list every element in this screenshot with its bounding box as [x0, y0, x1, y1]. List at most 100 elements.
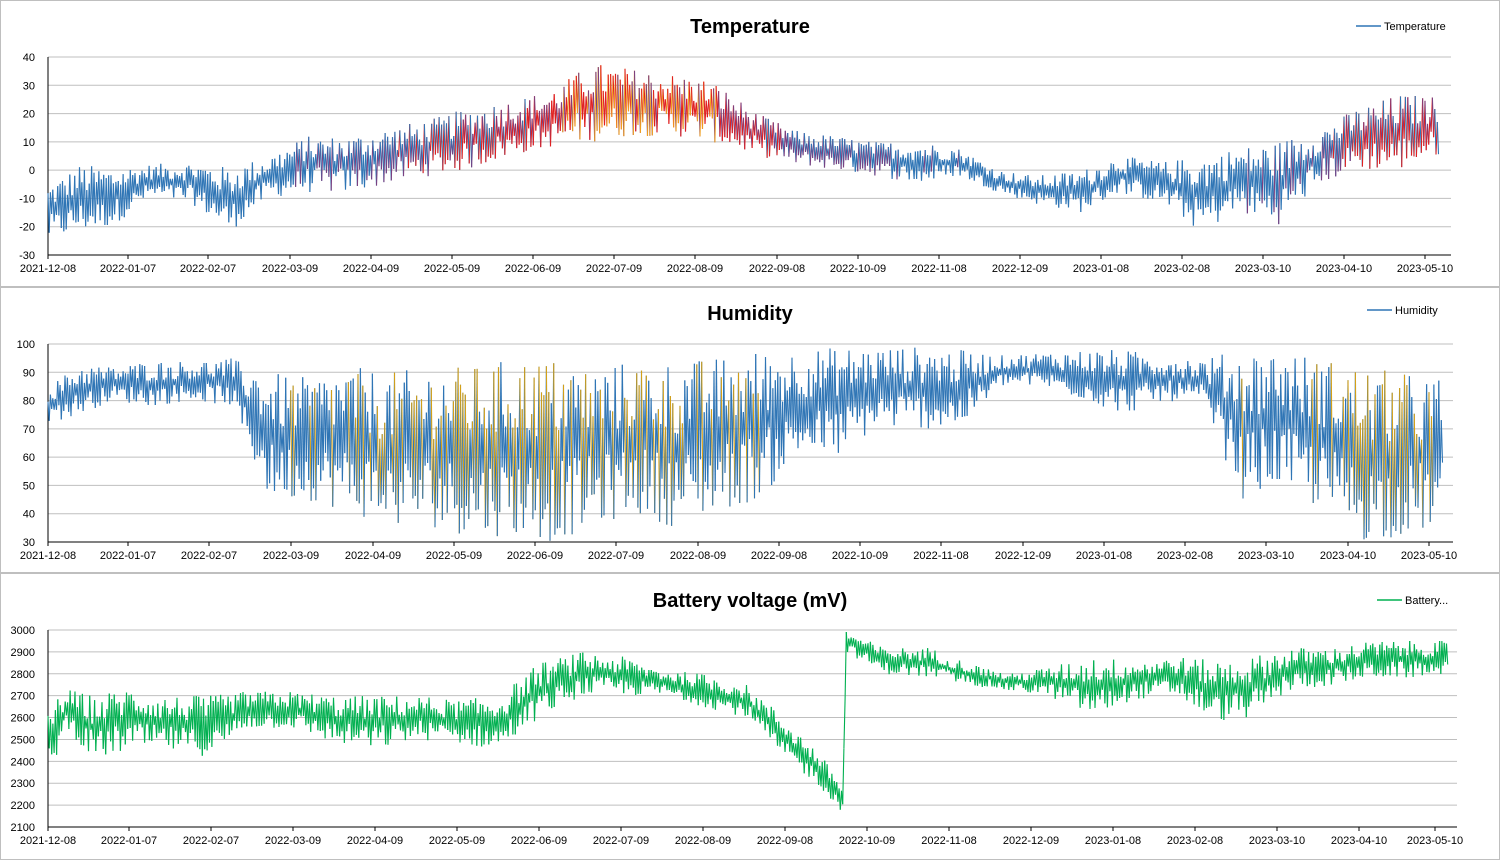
series-segment [270, 393, 273, 445]
series-segment [614, 367, 617, 465]
series-segment [585, 374, 588, 498]
y-tick-label: -20 [19, 222, 35, 234]
series-segment [1339, 652, 1342, 672]
series-segment [230, 358, 233, 402]
series-segment [65, 194, 68, 230]
series-segment [286, 407, 289, 490]
series-segment [612, 661, 615, 687]
series-segment [1407, 376, 1410, 529]
series-segment [773, 710, 776, 734]
series-segment [246, 706, 249, 727]
series-segment [559, 418, 562, 528]
series-segment [996, 676, 999, 688]
series-segment [1080, 177, 1083, 213]
series-segment [1166, 365, 1170, 393]
series-segment [1036, 179, 1039, 204]
x-tick-label: 2022-11-08 [921, 835, 976, 847]
x-tick-label: 2022-07-09 [593, 835, 649, 847]
series-segment [1094, 677, 1097, 708]
series-segment [1260, 367, 1264, 429]
grid [48, 56, 1451, 256]
chart-title: Battery voltage (mV) [653, 590, 848, 612]
series-segment [1307, 416, 1311, 482]
series-segment [755, 697, 759, 717]
series-segment [1020, 355, 1023, 377]
series-segment [1361, 649, 1365, 677]
series-segment [1099, 679, 1102, 700]
series-segment [214, 363, 217, 404]
chart-title: Temperature [690, 16, 810, 38]
series-segment [842, 748, 845, 805]
series-segment [586, 426, 589, 498]
x-tick-label: 2022-05-09 [429, 835, 485, 847]
series-segment [1189, 366, 1193, 392]
series-segment [783, 377, 786, 465]
x-tick-label: 2023-01-08 [1076, 550, 1132, 562]
y-axis: 40 30 20 10 0 -10 -20 -30 [19, 52, 49, 262]
series-segment [642, 400, 645, 492]
series-segment [946, 661, 950, 671]
series-segment [624, 659, 627, 682]
series-segment [1021, 673, 1024, 688]
series-segment [304, 151, 307, 183]
series-segment [1232, 168, 1235, 209]
series-segment [920, 382, 923, 428]
series-segment [1177, 160, 1180, 200]
series-segment [1048, 668, 1051, 685]
series-line [47, 65, 1440, 233]
legend-label: Battery... [1405, 595, 1448, 607]
series-segment [1002, 368, 1005, 386]
series-segment [1354, 657, 1358, 677]
series-segment [751, 120, 754, 149]
series-segment [1280, 175, 1283, 210]
legend-label: Temperature [1384, 21, 1446, 33]
series-segment [134, 173, 137, 195]
series-segment [989, 356, 992, 384]
x-tick-label: 2022-03-09 [265, 835, 321, 847]
series-segment [844, 367, 848, 440]
y-tick-label: 2600 [11, 713, 35, 725]
series-segment [277, 374, 281, 480]
series-segment [152, 705, 155, 725]
series-segment [48, 192, 51, 233]
x-tick-label: 2022-04-09 [343, 263, 399, 275]
series-segment [589, 93, 592, 140]
series-segment [1090, 184, 1093, 206]
series-segment [344, 155, 348, 190]
series-segment [533, 684, 537, 722]
series-segment [430, 387, 434, 504]
series-segment [487, 410, 490, 527]
series-segment [803, 133, 807, 152]
series-segment [1421, 654, 1425, 676]
y-axis: 100 90 80 70 60 50 40 30 [17, 339, 49, 549]
series-segment [738, 690, 741, 704]
series-segment [982, 354, 985, 390]
y-tick-label: 50 [23, 480, 35, 492]
series-segment [1396, 123, 1399, 156]
series-segment [1244, 386, 1248, 477]
series-segment [715, 359, 719, 470]
x-tick-label: 2022-02-07 [180, 263, 236, 275]
series-segment [1428, 117, 1431, 145]
series-segment [1436, 121, 1440, 155]
series-segment [1249, 410, 1253, 472]
series-segment [627, 426, 631, 496]
x-tick-label: 2023-05-10 [1397, 263, 1453, 275]
series-segment [1292, 660, 1295, 686]
series-segment [223, 705, 227, 739]
x-tick-label: 2022-10-09 [832, 550, 888, 562]
series-segment [1334, 649, 1337, 669]
series-segment [533, 96, 537, 131]
x-tick-label: 2022-09-08 [751, 550, 807, 562]
series-segment [956, 379, 960, 417]
series-segment [1041, 669, 1044, 687]
series-segment [171, 378, 174, 397]
series-segment [690, 86, 694, 116]
series-segment [1012, 173, 1016, 195]
series-segment [495, 115, 499, 137]
series-segment [1369, 410, 1372, 477]
series-segment [147, 380, 150, 405]
series-segment [167, 170, 170, 190]
series-segment [679, 676, 682, 693]
series-segment [331, 138, 335, 174]
